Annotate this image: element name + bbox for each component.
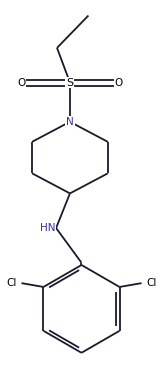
Text: Cl: Cl [147, 278, 157, 288]
Text: HN: HN [40, 223, 56, 233]
Text: S: S [66, 78, 74, 87]
Text: O: O [17, 78, 26, 87]
Text: O: O [114, 78, 123, 87]
Text: Cl: Cl [6, 278, 16, 288]
Text: N: N [66, 117, 74, 127]
